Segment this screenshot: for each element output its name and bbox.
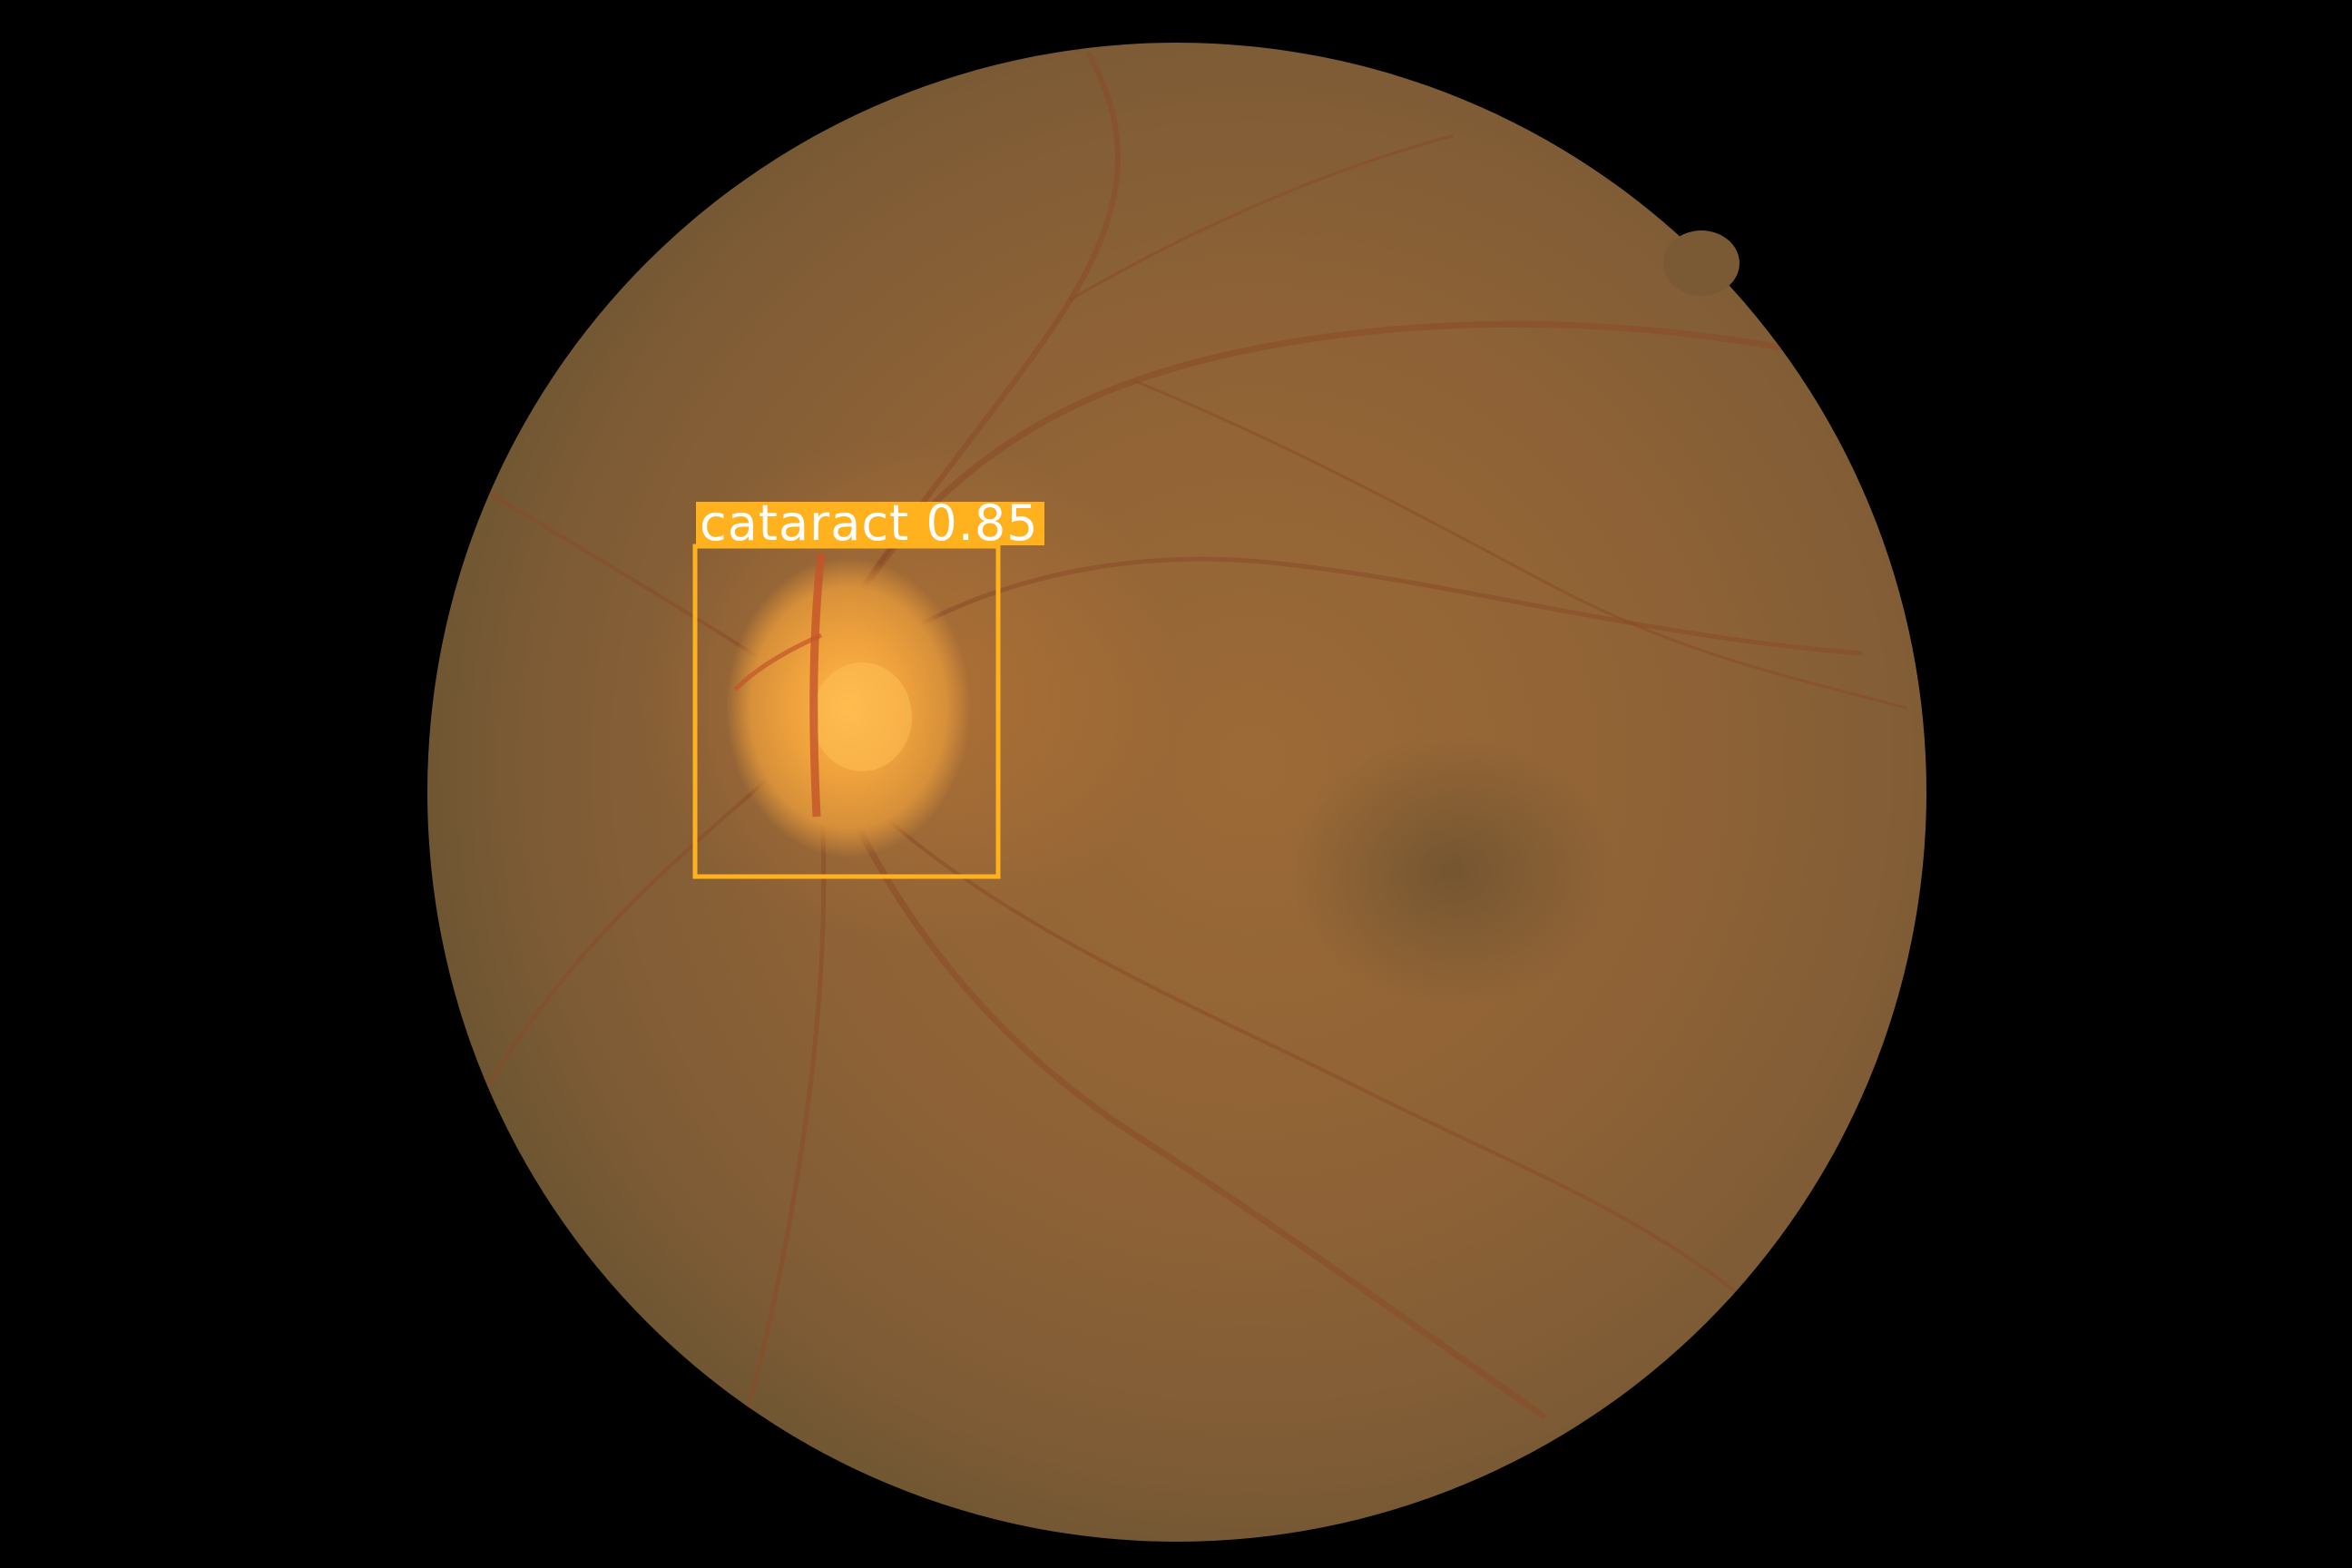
detection-label: cataract 0.85 xyxy=(696,499,1044,548)
fundus-disc xyxy=(427,43,1926,1542)
vessel xyxy=(823,556,1863,692)
vessel xyxy=(1069,134,1454,301)
optic-disc-cup xyxy=(812,662,912,771)
disc-vessel xyxy=(809,553,826,818)
detection-class: cataract xyxy=(700,495,910,552)
vessel xyxy=(813,722,1546,1419)
fundus-notch xyxy=(1663,230,1740,296)
detection-box xyxy=(692,544,1001,879)
detection-confidence: 0.85 xyxy=(926,495,1039,552)
vessel xyxy=(819,751,1817,1363)
macula xyxy=(1289,735,1615,1007)
vessel xyxy=(1132,379,1907,710)
disc-vessel xyxy=(733,632,823,691)
